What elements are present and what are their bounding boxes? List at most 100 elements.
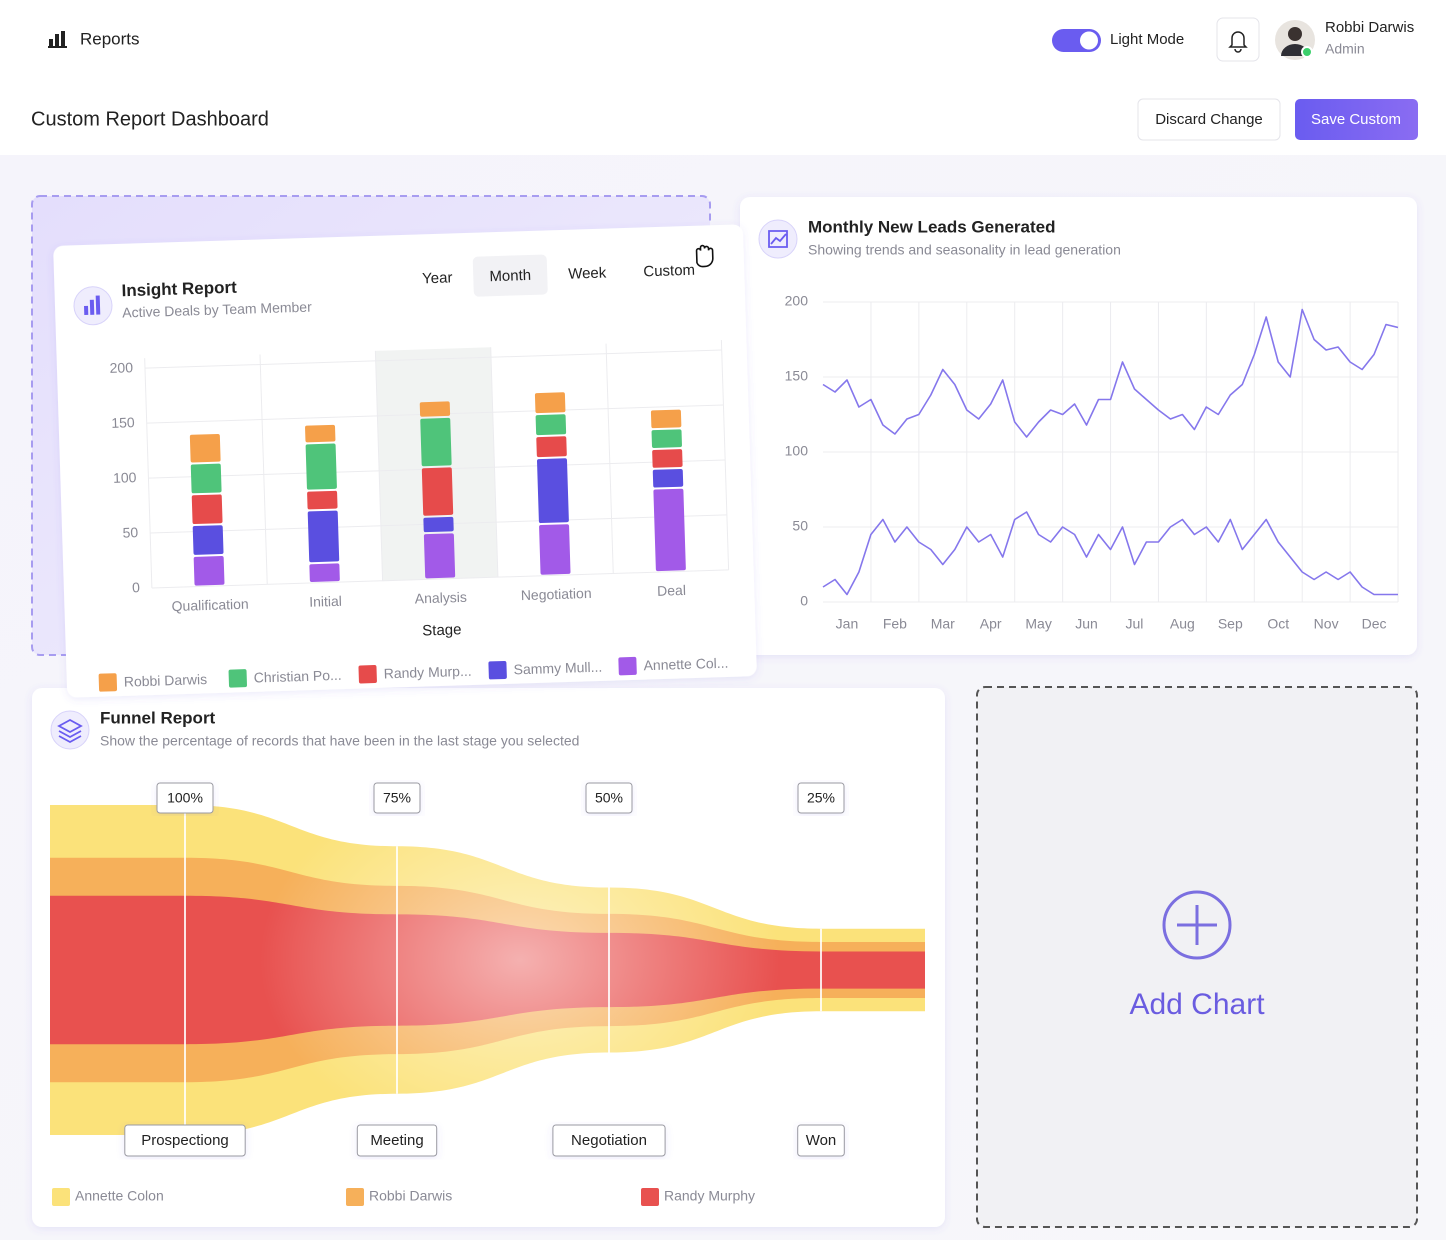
bar-segment bbox=[652, 468, 684, 488]
insight-subtitle: Active Deals by Team Member bbox=[122, 299, 312, 321]
stage-value-box bbox=[797, 782, 845, 814]
bar-segment bbox=[539, 524, 571, 575]
bar-segment bbox=[189, 433, 221, 463]
y-tick-label: 50 bbox=[122, 524, 138, 540]
y-tick-label: 150 bbox=[111, 414, 135, 431]
legend-label: Randy Murp... bbox=[383, 663, 471, 682]
line-series bbox=[822, 308, 1399, 438]
stage-name-label: Won bbox=[806, 1132, 837, 1149]
x-tick-label: Initial bbox=[309, 593, 342, 610]
bar-segment bbox=[534, 392, 566, 414]
add-chart-label: Add Chart bbox=[1129, 988, 1265, 1021]
x-tick-label: Qualification bbox=[171, 596, 249, 614]
x-tick-label: Jan bbox=[836, 616, 859, 632]
period-tab[interactable]: Custom bbox=[643, 262, 695, 281]
funnel-glow bbox=[260, 770, 780, 1150]
funnel-title: Funnel Report bbox=[100, 708, 216, 727]
grid-line-vertical bbox=[490, 347, 499, 578]
stage-name-label: Negotiation bbox=[571, 1132, 647, 1149]
bar-segment bbox=[537, 458, 569, 524]
legend-swatch bbox=[488, 660, 507, 680]
grid-line bbox=[151, 569, 729, 589]
line-subtitle: Showing trends and seasonality in lead g… bbox=[808, 242, 1121, 258]
add-chart-card[interactable]: Add Chart bbox=[976, 686, 1418, 1228]
stage-name-box bbox=[552, 1124, 666, 1157]
bar-segment bbox=[653, 488, 686, 572]
x-tick-label: Dec bbox=[1362, 616, 1387, 632]
insight-card[interactable]: Insight Report Active Deals by Team Memb… bbox=[53, 224, 757, 698]
legend-label: Robbi Darwis bbox=[124, 671, 208, 690]
x-tick-label: Oct bbox=[1267, 616, 1289, 632]
bar-segment bbox=[421, 467, 454, 516]
bar-segment bbox=[650, 409, 682, 429]
period-tab[interactable]: Month bbox=[489, 267, 531, 285]
stage-value-label: 75% bbox=[383, 790, 411, 806]
stage-name-box bbox=[797, 1124, 845, 1157]
x-tick-label: Aug bbox=[1170, 616, 1195, 632]
bar-segment bbox=[652, 449, 683, 468]
avatar[interactable] bbox=[1275, 20, 1315, 60]
x-tick-label: Negotiation bbox=[521, 585, 592, 603]
grid-line-vertical bbox=[374, 350, 384, 581]
x-tick-label: May bbox=[1025, 616, 1051, 632]
bar-segment bbox=[305, 424, 336, 443]
legend-label: Robbi Darwis bbox=[369, 1188, 452, 1204]
legend-label: Annette Colon bbox=[75, 1188, 164, 1204]
stage-value-box bbox=[373, 782, 421, 814]
save-label: Save Custom bbox=[1311, 111, 1401, 128]
grid-line-vertical bbox=[259, 354, 268, 585]
dashboard-title: Custom Report Dashboard bbox=[31, 108, 269, 130]
bar-segment bbox=[423, 516, 454, 533]
line-card: Monthly New Leads Generated Showing tren… bbox=[740, 197, 1417, 655]
stage-value-box bbox=[156, 782, 214, 814]
y-tick-label: 200 bbox=[785, 293, 809, 309]
x-axis-label: Stage bbox=[422, 621, 462, 639]
grid-line bbox=[144, 349, 722, 369]
y-tick-label: 200 bbox=[109, 359, 133, 376]
bar-segment bbox=[420, 417, 452, 467]
bar-segment bbox=[651, 429, 682, 448]
grid-line-vertical bbox=[605, 343, 614, 574]
mode-toggle[interactable] bbox=[1052, 29, 1101, 52]
stage-name-label: Meeting bbox=[370, 1132, 423, 1149]
grid-line-vertical bbox=[720, 339, 730, 570]
insight-title: Insight Report bbox=[121, 278, 237, 301]
y-tick-label: 50 bbox=[792, 518, 808, 534]
funnel-card: Funnel Report Show the percentage of rec… bbox=[32, 688, 945, 1227]
reports-icon bbox=[48, 31, 67, 48]
y-tick-label: 100 bbox=[113, 469, 137, 486]
x-tick-label: Jun bbox=[1075, 616, 1098, 632]
mode-label: Light Mode bbox=[1110, 31, 1184, 48]
bar-segment bbox=[307, 510, 340, 563]
stage-value-label: 50% bbox=[595, 790, 623, 806]
save-button[interactable]: Save Custom bbox=[1295, 99, 1418, 140]
stage-name-label: Prospectiong bbox=[141, 1132, 229, 1149]
line-series bbox=[822, 511, 1398, 596]
notifications-button[interactable] bbox=[1216, 17, 1260, 62]
bar-segment bbox=[423, 533, 456, 579]
period-tab[interactable]: Week bbox=[568, 265, 607, 283]
period-tab[interactable]: Year bbox=[422, 269, 453, 287]
stage-value-label: 25% bbox=[807, 790, 835, 806]
x-tick-label: Jul bbox=[1126, 616, 1144, 632]
legend-swatch bbox=[228, 669, 247, 688]
bar-segment bbox=[536, 436, 567, 458]
legend-swatch bbox=[98, 673, 118, 692]
bar-segment bbox=[191, 494, 223, 525]
x-tick-label: Apr bbox=[980, 616, 1002, 632]
legend-swatch bbox=[358, 665, 377, 684]
y-tick-label: 150 bbox=[785, 368, 809, 384]
legend-label: Annette Col... bbox=[643, 655, 728, 674]
y-tick-label: 0 bbox=[132, 579, 140, 595]
x-tick-label: Feb bbox=[883, 616, 907, 632]
bar-segment bbox=[305, 443, 337, 490]
legend-label: Sammy Mull... bbox=[513, 659, 602, 678]
x-tick-label: Sep bbox=[1218, 616, 1243, 632]
funnel-subtitle: Show the percentage of records that have… bbox=[100, 733, 579, 749]
stage-value-box bbox=[585, 782, 633, 814]
bar-segment bbox=[309, 563, 340, 582]
discard-button[interactable]: Discard Change bbox=[1137, 98, 1281, 141]
y-tick-label: 100 bbox=[785, 443, 809, 459]
grid-line-vertical bbox=[144, 358, 153, 589]
legend-label: Christian Po... bbox=[254, 667, 342, 686]
